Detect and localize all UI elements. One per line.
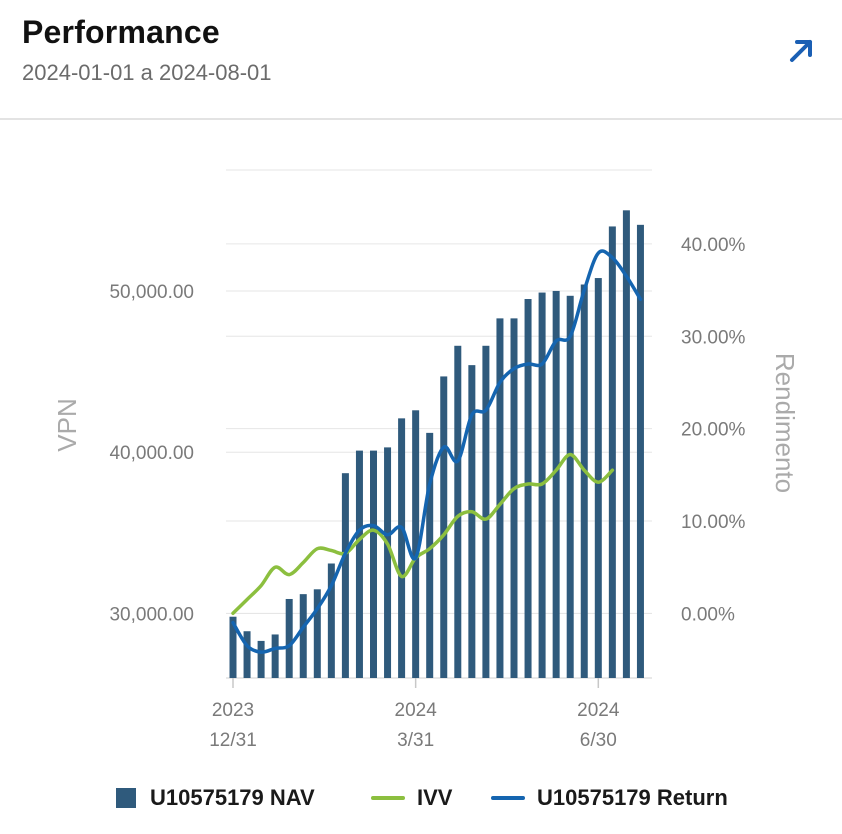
right-tick-label-4: 40.00%: [681, 235, 746, 256]
bar-nav-19: [496, 318, 504, 678]
x-tick-date-1: 3/31: [397, 730, 434, 751]
bar-nav-16: [454, 345, 462, 678]
left-axis-title: VPN: [52, 398, 82, 451]
bar-nav-10: [370, 450, 377, 678]
bar-nav-13: [412, 410, 420, 678]
bar-nav-17: [468, 365, 476, 678]
legend-swatch-ivv: [371, 796, 405, 800]
x-tick-year-0: 2023: [212, 700, 254, 721]
right-tick-label-2: 20.00%: [681, 420, 746, 441]
bar-nav-27: [608, 226, 616, 678]
legend-item-nav[interactable]: U10575179 NAV: [116, 780, 315, 816]
line-return: [231, 249, 643, 654]
date-range: 2024-01-01 a 2024-08-01: [22, 60, 272, 85]
x-tick-year-1: 2024: [395, 700, 438, 721]
legend-item-return[interactable]: U10575179 Return: [491, 780, 728, 816]
bar-nav-21: [524, 299, 532, 678]
right-axis-title: Rendimento: [770, 353, 800, 493]
bar-nav-5: [299, 594, 307, 678]
arrow-up-right-icon[interactable]: [786, 34, 818, 66]
performance-chart: 30,000.00 40,000.00 50,000.00 0.00% 10.00% 20…: [52, 169, 800, 751]
left-tick-label-2: 50,000.00: [109, 282, 194, 303]
bar-nav-4: [285, 598, 293, 678]
legend-swatch-return: [491, 796, 525, 800]
page-title: Performance: [22, 14, 220, 50]
chart-legend: U10575179 NAV IVV U10575179 Return: [0, 780, 842, 816]
bar-nav-20: [510, 318, 518, 678]
bar-nav-14: [426, 432, 434, 678]
bar-nav-24: [566, 295, 574, 678]
bar-nav-1: [243, 631, 251, 678]
left-tick-label-1: 40,000.00: [109, 443, 194, 464]
bar-nav-6: [313, 589, 321, 678]
bar-nav-9: [355, 450, 363, 678]
panel-header: Performance 2024-01-01 a 2024-08-01: [0, 0, 842, 120]
bar-nav-0: [229, 616, 237, 678]
legend-item-ivv[interactable]: IVV: [371, 780, 452, 816]
right-tick-label-0: 0.00%: [681, 604, 735, 625]
bar-nav-25: [580, 284, 588, 678]
bar-nav-8: [341, 473, 349, 678]
bar-nav-7: [327, 563, 335, 678]
x-tick-date-0: 12/31: [209, 730, 257, 751]
x-tick-date-2: 6/30: [580, 730, 617, 751]
bar-nav-28: [622, 210, 630, 679]
bar-nav-15: [440, 376, 448, 678]
bar-nav-29: [636, 224, 644, 678]
bar-nav-12: [398, 418, 406, 678]
line-ivv: [231, 452, 615, 616]
bar-nav-18: [482, 345, 490, 678]
x-tick-year-2: 2024: [577, 700, 620, 721]
legend-swatch-nav: [116, 788, 136, 808]
right-tick-label-3: 30.00%: [681, 327, 746, 348]
bar-nav-3: [271, 634, 279, 678]
bar-nav-23: [552, 290, 560, 678]
legend-label-return: U10575179 Return: [537, 785, 728, 810]
left-tick-label-0: 30,000.00: [109, 604, 194, 625]
bar-nav-26: [594, 278, 602, 678]
bar-nav-11: [384, 447, 392, 678]
legend-label-ivv: IVV: [417, 785, 453, 810]
bar-nav-2: [257, 640, 265, 678]
right-tick-label-1: 10.00%: [681, 512, 746, 533]
legend-label-nav: U10575179 NAV: [150, 785, 315, 810]
